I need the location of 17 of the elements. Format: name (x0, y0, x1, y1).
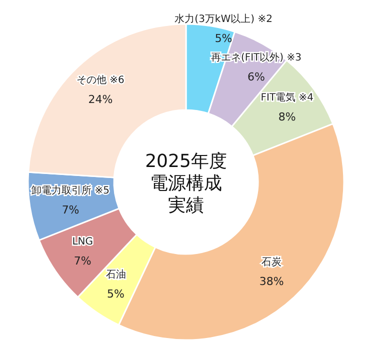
data-label: 8% (278, 110, 296, 124)
slice-label: 再エネ(FIT以外) ※3 (210, 51, 302, 64)
data-label: 5% (214, 32, 232, 45)
slice-label: 石油 (106, 268, 126, 280)
data-label: 24% (88, 92, 113, 106)
slice-label: その他 ※6 (76, 74, 124, 86)
text: 2025年度電源構成実績 (145, 151, 227, 216)
slice-label: 卸電力取引所 ※5 (32, 184, 110, 197)
data-label: 7% (62, 204, 80, 217)
data-label: 38% (259, 275, 284, 288)
slice-label: 石炭 (262, 256, 282, 268)
slice-label: 水力(3万kW以上) ※2 (174, 13, 272, 25)
data-label: 7% (74, 254, 92, 268)
slice-label: FIT電気 ※4 (260, 92, 314, 104)
slice-label: LNG (72, 236, 94, 248)
data-label: 5% (107, 287, 124, 300)
data-label: 6% (247, 70, 265, 84)
